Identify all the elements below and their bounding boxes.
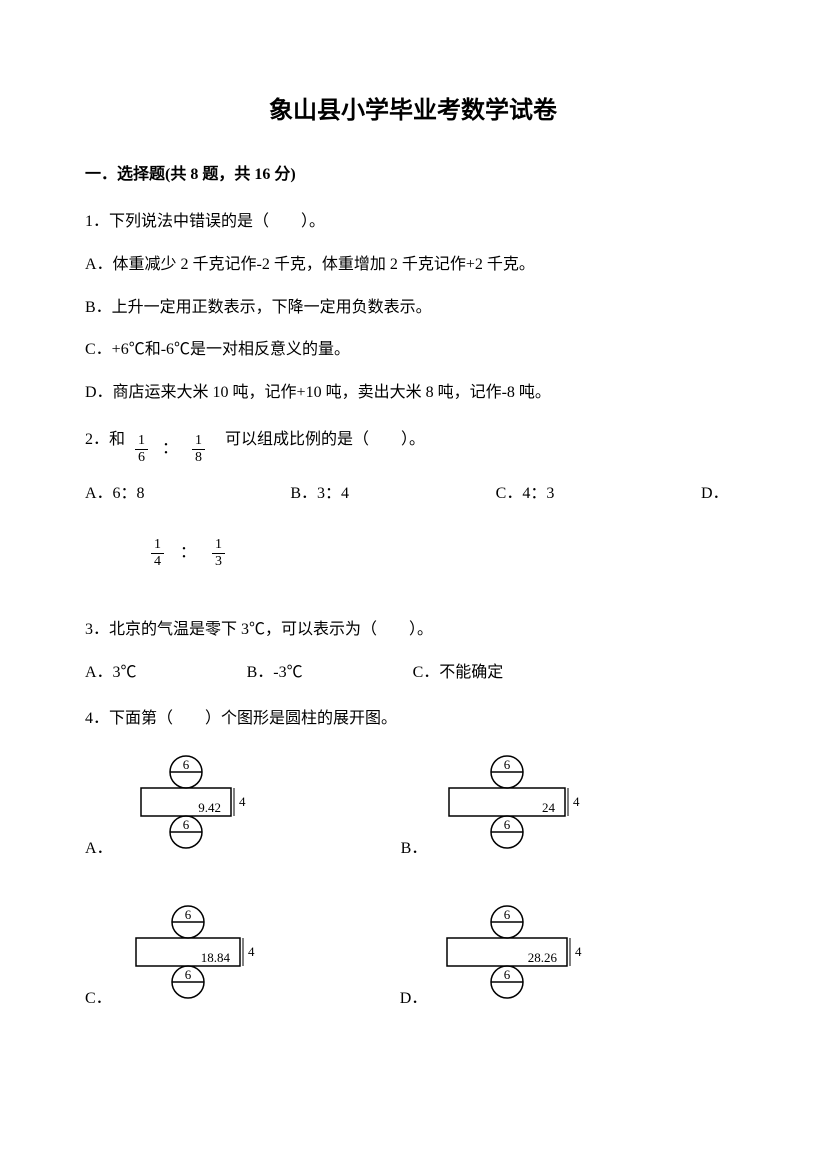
question-2: 2．和 1 6 ： 1 8 可以组成比例的是（ ）。 A．6：8 B．3：4 C… bbox=[85, 426, 741, 598]
diagram-D: D． 6 28.26 4 6 bbox=[400, 904, 586, 1014]
fraction-1-4: 1 4 bbox=[151, 537, 164, 570]
page-title: 象山县小学毕业考数学试卷 bbox=[85, 90, 741, 133]
q2-optD-fraction: 1 4 ： 1 3 bbox=[145, 537, 231, 570]
section-header: 一．选择题(共 8 题，共 16 分) bbox=[85, 161, 741, 190]
q1-text: 1．下列说法中错误的是（ ）。 bbox=[85, 208, 741, 237]
svg-text:4: 4 bbox=[575, 944, 582, 959]
cylinder-net-icon: 6 28.26 4 6 bbox=[435, 904, 585, 1014]
frac-num: 1 bbox=[151, 537, 164, 553]
q2-optB: B．3：4 bbox=[290, 480, 495, 509]
q4-diagrams-row1: A． 6 9.42 4 6 B． 6 bbox=[85, 754, 741, 864]
cylinder-net-icon: 6 18.84 4 6 bbox=[120, 904, 260, 1014]
q3-options: A．3℃ B．-3℃ C．不能确定 bbox=[85, 659, 741, 688]
fraction-1-3: 1 3 bbox=[212, 537, 225, 570]
fraction-1-8: 1 8 bbox=[192, 433, 205, 466]
svg-text:4: 4 bbox=[248, 944, 255, 959]
svg-text:6: 6 bbox=[504, 967, 511, 982]
q1-optB: B．上升一定用正数表示，下降一定用负数表示。 bbox=[85, 294, 741, 323]
question-1: 1．下列说法中错误的是（ ）。 A．体重减少 2 千克记作-2 千克，体重增加 … bbox=[85, 208, 741, 408]
q1-optD: D．商店运来大米 10 吨，记作+10 吨，卖出大米 8 吨，记作-8 吨。 bbox=[85, 379, 741, 408]
q3-optA: A．3℃ bbox=[85, 659, 137, 688]
ratio-colon: ： bbox=[162, 435, 178, 464]
svg-text:6: 6 bbox=[182, 757, 189, 772]
svg-text:6: 6 bbox=[504, 757, 511, 772]
svg-text:4: 4 bbox=[239, 794, 246, 809]
q4-diagrams-row2: C． 6 18.84 4 6 D． 6 bbox=[85, 904, 741, 1014]
svg-text:6: 6 bbox=[184, 907, 191, 922]
fraction-1-6: 1 6 bbox=[135, 433, 148, 466]
q3-text: 3．北京的气温是零下 3℃，可以表示为（ ）。 bbox=[85, 616, 741, 645]
frac-den: 4 bbox=[151, 553, 164, 570]
svg-text:9.42: 9.42 bbox=[198, 800, 221, 815]
svg-text:6: 6 bbox=[184, 967, 191, 982]
q4-text: 4．下面第（ ）个图形是圆柱的展开图。 bbox=[85, 705, 741, 734]
diagram-C-label: C． bbox=[85, 985, 112, 1014]
frac-num: 1 bbox=[135, 433, 148, 449]
q2-suffix: 可以组成比例的是（ ）。 bbox=[225, 431, 425, 448]
svg-text:24: 24 bbox=[542, 800, 556, 815]
q2-text: 2．和 1 6 ： 1 8 可以组成比例的是（ ）。 bbox=[85, 426, 741, 466]
diagram-B: B． 6 24 4 6 bbox=[401, 754, 586, 864]
ratio-colon: ： bbox=[180, 539, 196, 568]
q2-optD: D． bbox=[701, 480, 741, 509]
cylinder-net-icon: 6 9.42 4 6 bbox=[121, 754, 251, 864]
diagram-C: C． 6 18.84 4 6 bbox=[85, 904, 260, 1014]
frac-den: 6 bbox=[135, 449, 148, 466]
q3-optC: C．不能确定 bbox=[413, 659, 504, 688]
diagram-A: A． 6 9.42 4 6 bbox=[85, 754, 251, 864]
svg-text:28.26: 28.26 bbox=[528, 950, 558, 965]
frac-num: 1 bbox=[192, 433, 205, 449]
diagram-D-label: D． bbox=[400, 985, 428, 1014]
svg-text:4: 4 bbox=[573, 794, 580, 809]
question-3: 3．北京的气温是零下 3℃，可以表示为（ ）。 A．3℃ B．-3℃ C．不能确… bbox=[85, 616, 741, 688]
diagram-B-label: B． bbox=[401, 835, 428, 864]
svg-text:6: 6 bbox=[504, 907, 511, 922]
q2-optA: A．6：8 bbox=[85, 480, 290, 509]
frac-den: 8 bbox=[192, 449, 205, 466]
q1-optA: A．体重减少 2 千克记作-2 千克，体重增加 2 千克记作+2 千克。 bbox=[85, 251, 741, 280]
svg-text:18.84: 18.84 bbox=[200, 950, 230, 965]
question-4: 4．下面第（ ）个图形是圆柱的展开图。 A． 6 9.42 4 6 B． bbox=[85, 705, 741, 1014]
q3-optB: B．-3℃ bbox=[247, 659, 303, 688]
q2-options: A．6：8 B．3：4 C．4：3 D． bbox=[85, 480, 741, 509]
q2-optC: C．4：3 bbox=[496, 480, 701, 509]
q2-prefix: 2．和 bbox=[85, 431, 125, 448]
diagram-A-label: A． bbox=[85, 835, 113, 864]
cylinder-net-icon: 6 24 4 6 bbox=[435, 754, 585, 864]
svg-text:6: 6 bbox=[504, 817, 511, 832]
svg-text:6: 6 bbox=[182, 817, 189, 832]
frac-den: 3 bbox=[212, 553, 225, 570]
frac-num: 1 bbox=[212, 537, 225, 553]
q1-optC: C．+6℃和-6℃是一对相反意义的量。 bbox=[85, 336, 741, 365]
